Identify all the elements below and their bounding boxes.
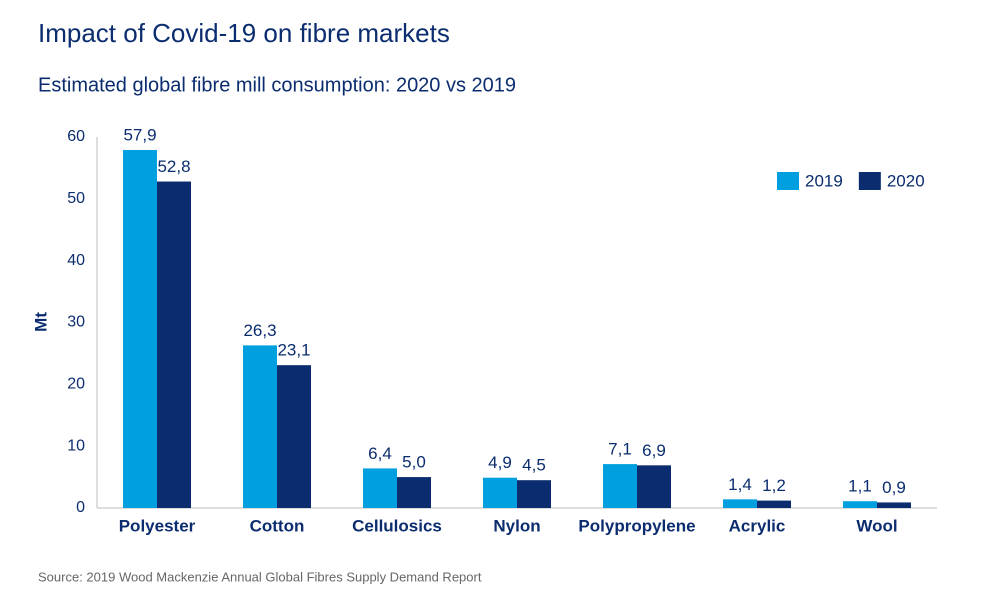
bar bbox=[123, 149, 157, 509]
y-axis-label: Mt bbox=[31, 312, 50, 332]
y-tick-label: 40 bbox=[67, 252, 85, 269]
bar bbox=[843, 501, 877, 508]
value-label: 23,1 bbox=[277, 341, 310, 360]
bar bbox=[397, 477, 431, 508]
bar bbox=[483, 477, 517, 508]
y-tick-label: 20 bbox=[67, 376, 85, 393]
legend-swatch bbox=[777, 172, 799, 190]
y-tick-label: 30 bbox=[67, 314, 85, 331]
value-label: 26,3 bbox=[243, 321, 276, 340]
value-label: 1,4 bbox=[728, 475, 752, 494]
bar bbox=[723, 499, 757, 508]
value-label: 7,1 bbox=[608, 440, 632, 459]
bar bbox=[637, 465, 671, 508]
chart-title: Impact of Covid-19 on fibre markets bbox=[38, 18, 450, 48]
bar bbox=[243, 345, 277, 508]
bar bbox=[877, 502, 911, 508]
value-label: 4,9 bbox=[488, 453, 512, 472]
source: Source: 2019 Wood Mackenzie Annual Globa… bbox=[38, 569, 482, 584]
x-tick-label: Polypropylene bbox=[578, 516, 695, 535]
bar bbox=[363, 468, 397, 508]
bar bbox=[603, 464, 637, 508]
value-label: 0,9 bbox=[882, 478, 906, 497]
bar bbox=[517, 480, 551, 508]
value-label: 57,9 bbox=[123, 125, 156, 144]
y-tick-label: 10 bbox=[67, 437, 85, 454]
bar bbox=[157, 181, 191, 508]
x-tick-label: Cotton bbox=[250, 516, 305, 535]
x-tick-label: Polyester bbox=[119, 516, 196, 535]
x-tick-label: Nylon bbox=[493, 516, 540, 535]
value-label: 4,5 bbox=[522, 456, 546, 475]
bar bbox=[757, 500, 791, 508]
legend-label: 2019 bbox=[805, 171, 843, 190]
x-tick-label: Cellulosics bbox=[352, 516, 442, 535]
x-tick-label: Wool bbox=[856, 516, 897, 535]
value-label: 1,2 bbox=[762, 476, 786, 495]
x-tick-label: Acrylic bbox=[729, 516, 786, 535]
y-tick-label: 60 bbox=[67, 128, 85, 145]
value-label: 52,8 bbox=[157, 157, 190, 176]
y-tick-label: 50 bbox=[67, 190, 85, 207]
value-label: 6,9 bbox=[642, 441, 666, 460]
y-tick-label: 0 bbox=[76, 499, 85, 516]
chart-subtitle: Estimated global fibre mill consumption:… bbox=[38, 74, 516, 96]
value-label: 6,4 bbox=[368, 444, 392, 463]
legend-label: 2020 bbox=[887, 171, 925, 190]
bar bbox=[277, 365, 311, 508]
legend-swatch bbox=[858, 172, 881, 190]
value-label: 5,0 bbox=[402, 453, 426, 472]
value-label: 1,1 bbox=[848, 477, 872, 496]
